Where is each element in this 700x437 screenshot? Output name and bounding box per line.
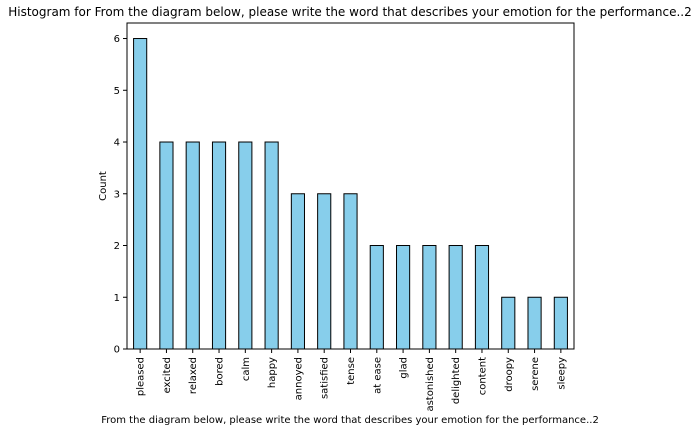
x-tick-label: at ease bbox=[372, 357, 383, 394]
bar-happy bbox=[264, 141, 279, 350]
bar-sleepy bbox=[553, 296, 568, 350]
x-ticks: pleased excited relaxed bored calm happy annoy… bbox=[136, 349, 567, 412]
bar-pleased bbox=[133, 38, 148, 350]
bar-astonished bbox=[422, 245, 437, 350]
x-tick-label: sleepy bbox=[556, 357, 567, 390]
y-tick-label: 6 bbox=[114, 34, 120, 45]
y-tick-label: 5 bbox=[114, 86, 120, 97]
y-tick-label: 4 bbox=[114, 138, 120, 149]
y-tick-label: 2 bbox=[114, 241, 120, 252]
x-tick-label: annoyed bbox=[293, 357, 304, 400]
bar-tense bbox=[343, 193, 358, 350]
bar-content bbox=[474, 245, 490, 350]
x-axis-label: From the diagram below, please write the… bbox=[101, 415, 599, 426]
x-tick-label: tense bbox=[346, 357, 357, 385]
plot-frame bbox=[126, 22, 575, 350]
x-tick-label: delighted bbox=[451, 357, 462, 404]
bar-bored bbox=[211, 141, 227, 350]
x-tick-label: pleased bbox=[136, 357, 147, 396]
x-tick-label: excited bbox=[162, 357, 173, 393]
bars-layer bbox=[133, 38, 568, 350]
bar-calm bbox=[238, 141, 253, 350]
x-tick-label: droopy bbox=[504, 357, 515, 392]
x-tick-label: glad bbox=[399, 357, 410, 379]
y-tick-label: 1 bbox=[114, 293, 120, 304]
x-tick-label: relaxed bbox=[188, 357, 199, 394]
bar-delighted bbox=[448, 245, 463, 350]
bar-relaxed bbox=[185, 141, 200, 350]
y-ticks: 0 1 2 3 4 5 6 bbox=[114, 34, 127, 356]
chart-title: Histogram for From the diagram below, pl… bbox=[8, 5, 692, 19]
bar-annoyed bbox=[290, 193, 305, 350]
y-tick-label: 0 bbox=[114, 345, 120, 356]
y-axis-label: Count bbox=[98, 171, 109, 201]
bar-at-ease bbox=[369, 245, 384, 350]
bar-satisfied bbox=[317, 193, 332, 350]
x-tick-label: satisfied bbox=[320, 357, 331, 399]
x-tick-label: content bbox=[477, 357, 488, 395]
bar-serene bbox=[527, 296, 542, 350]
x-tick-label: happy bbox=[267, 357, 278, 388]
y-tick-label: 3 bbox=[114, 189, 120, 200]
x-tick-label: astonished bbox=[425, 357, 436, 412]
bar-excited bbox=[159, 141, 174, 350]
bar-droopy bbox=[501, 296, 516, 350]
x-tick-label: bored bbox=[215, 357, 226, 386]
x-tick-label: calm bbox=[241, 357, 252, 381]
x-tick-label: serene bbox=[530, 357, 541, 391]
bar-glad bbox=[396, 245, 411, 350]
